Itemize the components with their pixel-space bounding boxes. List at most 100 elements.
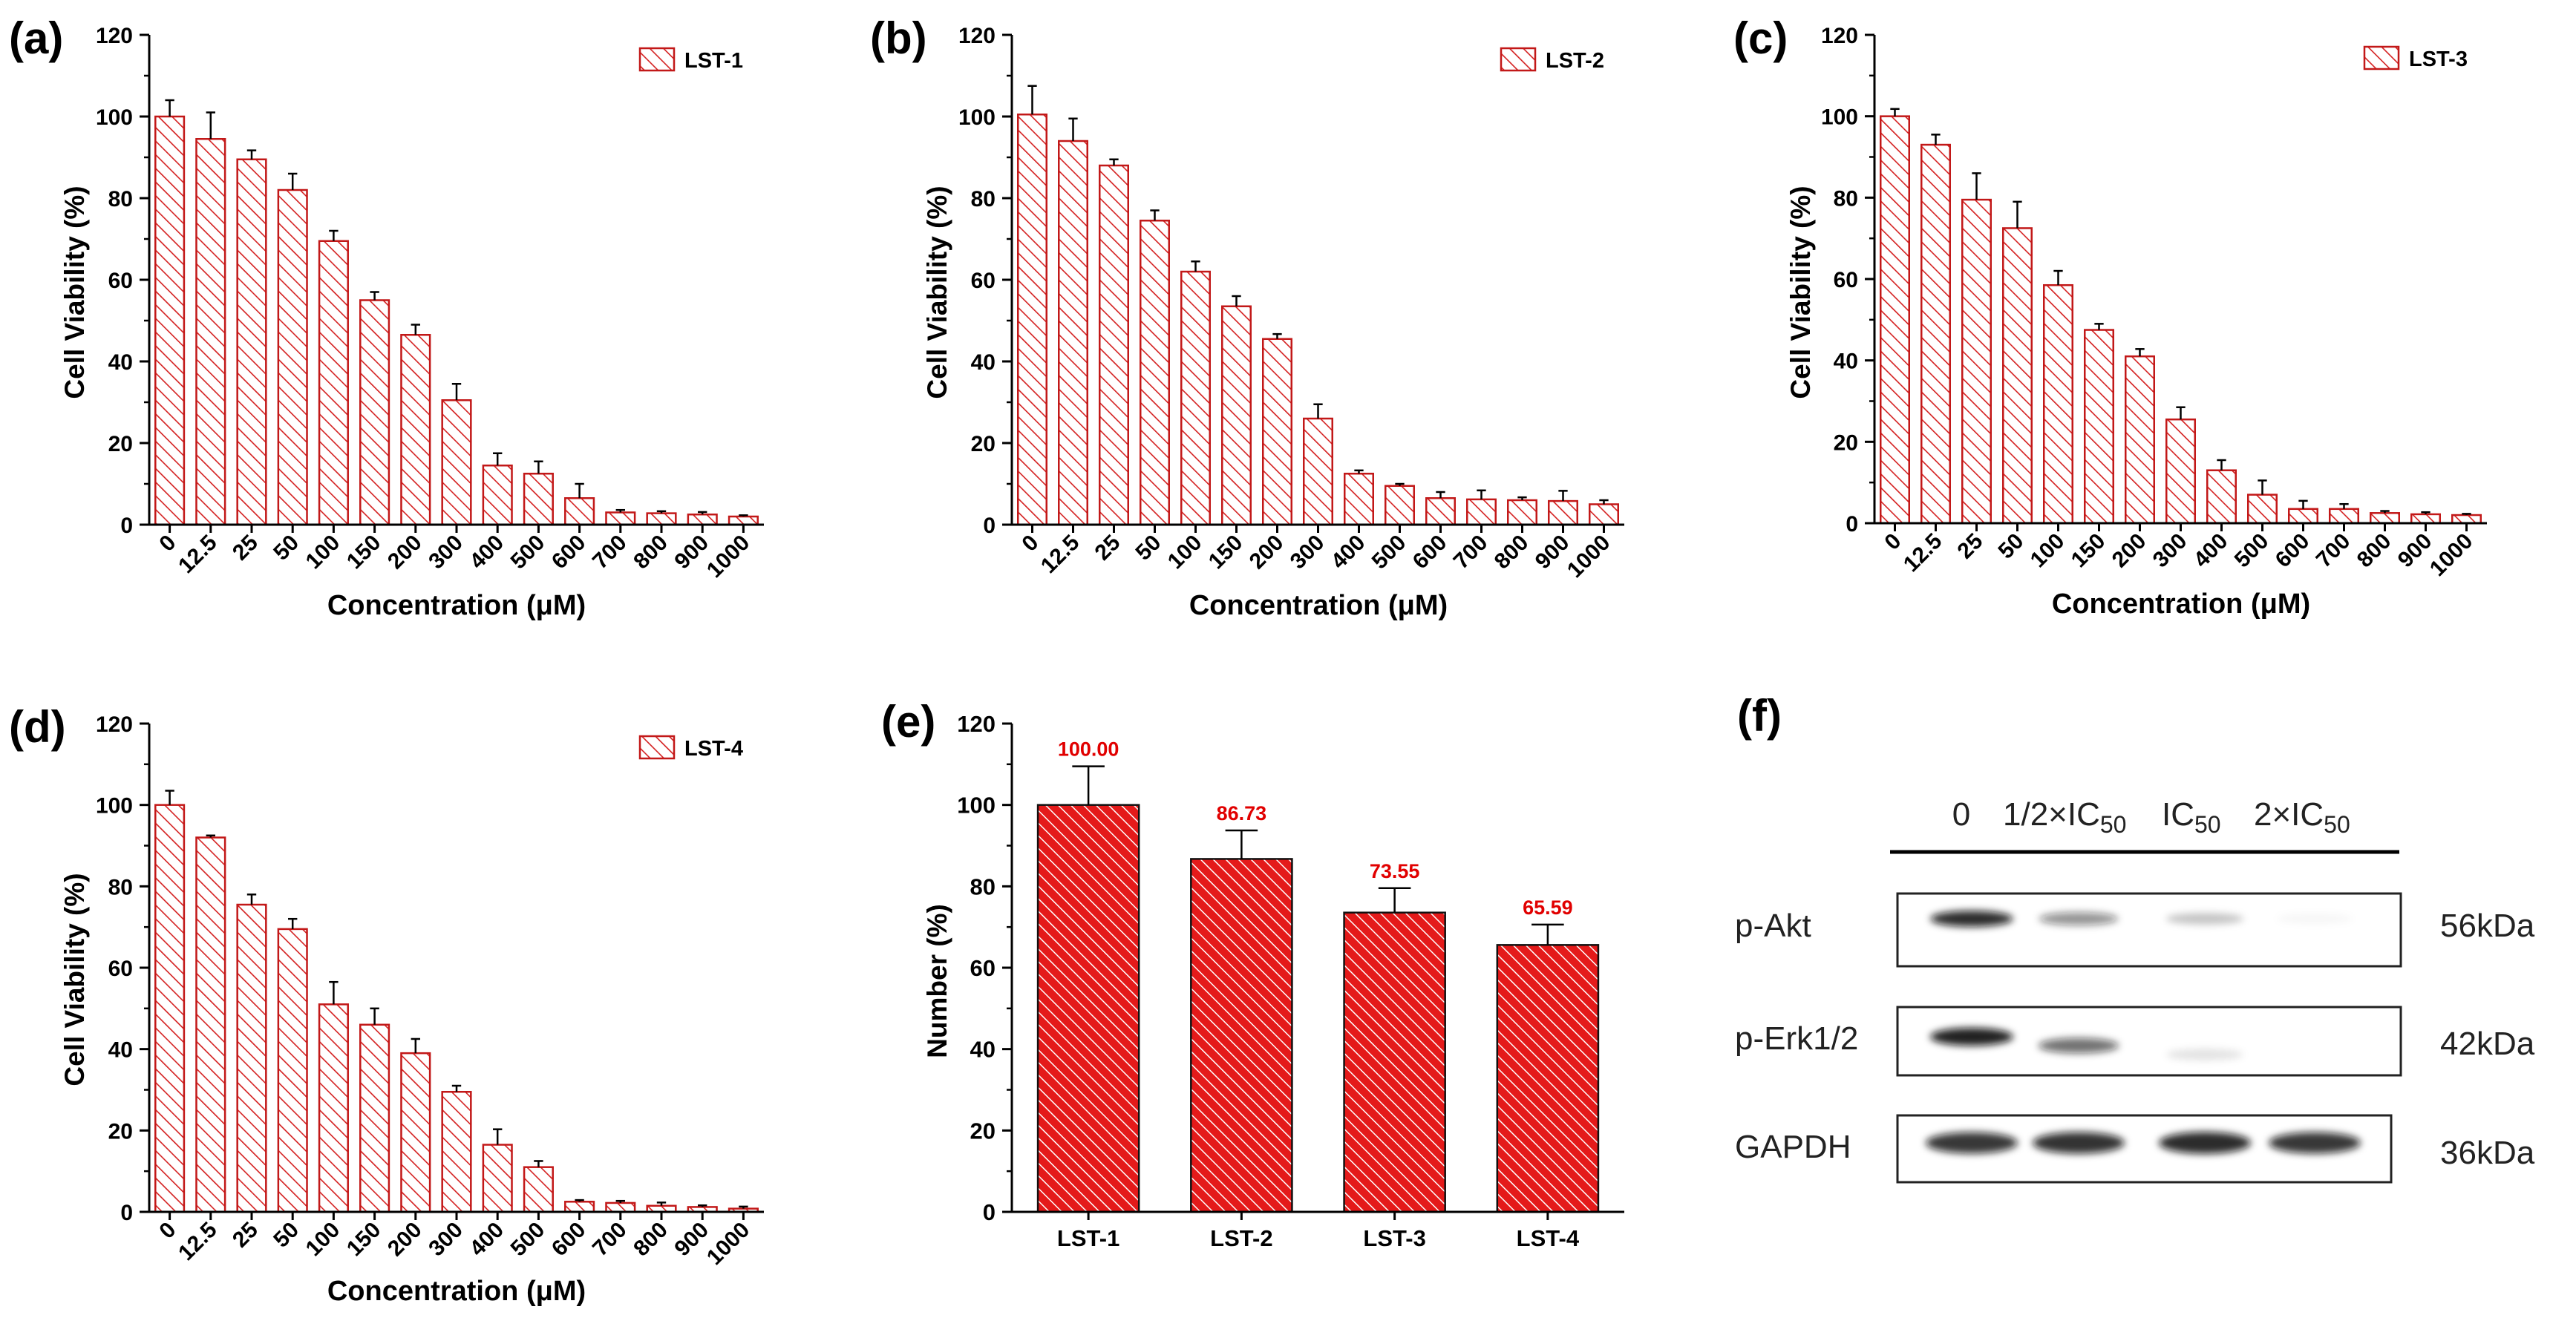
y-tick-label: 0 <box>1846 512 1858 537</box>
y-tick-label: 0 <box>983 514 996 538</box>
blot-band <box>2159 1132 2251 1154</box>
bar <box>1099 164 1129 526</box>
legend-swatch <box>638 735 676 760</box>
y-tick-label: 60 <box>1834 268 1858 292</box>
bar <box>1140 220 1170 526</box>
bar <box>2370 512 2400 525</box>
bar <box>359 1023 390 1213</box>
bar <box>1343 911 1446 1213</box>
legend-label: LST-3 <box>2409 47 2468 71</box>
x-axis-title: Concentration (μM) <box>327 1276 586 1307</box>
chart-panel-b: (b) Cell Viability (%) Concentration (μM… <box>870 13 1624 621</box>
legend-swatch <box>2363 45 2400 71</box>
x-tick-label: 700 <box>2312 529 2356 573</box>
bar <box>2410 513 2441 525</box>
bar <box>1920 143 1951 525</box>
bar <box>1058 140 1088 526</box>
blot-band <box>2165 913 2244 925</box>
y-tick-label: 60 <box>108 957 133 981</box>
bar <box>1425 497 1456 526</box>
bar <box>1548 499 1578 526</box>
x-tick-label: 50 <box>1994 529 2029 564</box>
x-tick-label: 1000 <box>1563 531 1615 583</box>
x-tick-label: LST-3 <box>1363 1225 1425 1251</box>
bar <box>2002 227 2033 525</box>
blot-bands-p-erk <box>1930 1028 2243 1060</box>
y-tick-label: 60 <box>970 955 996 981</box>
bar <box>195 138 226 526</box>
blot-mw-gapdh: 36kDa <box>2440 1135 2535 1171</box>
bar <box>154 804 186 1213</box>
y-tick-label: 120 <box>1821 24 1858 48</box>
x-tick-label: 12.5 <box>1036 531 1085 579</box>
bar <box>236 903 267 1213</box>
y-tick-label: 40 <box>108 1038 133 1063</box>
blot-band <box>1930 911 2013 927</box>
x-tick-label: 200 <box>383 1218 427 1262</box>
x-tick-label: 500 <box>506 1218 550 1262</box>
bar <box>1880 115 1910 525</box>
blot-column-2x-ic50: 2×IC50 <box>2254 796 2350 838</box>
y-tick-label: 80 <box>1834 186 1858 211</box>
bar <box>687 514 718 526</box>
blot-band <box>2033 1132 2125 1154</box>
x-axis-title: Concentration (μM) <box>1189 590 1448 621</box>
bar <box>195 836 226 1213</box>
x-tick-label: LST-4 <box>1517 1225 1580 1251</box>
x-tick-label: 600 <box>1408 531 1452 574</box>
panel-label-c: (c) <box>1733 13 1788 63</box>
blot-band <box>2038 1037 2119 1054</box>
x-tick-label: 0 <box>154 531 180 557</box>
bar <box>400 334 431 526</box>
bar <box>728 515 759 526</box>
x-tick-label: 12.5 <box>1899 529 1947 577</box>
bar <box>2084 329 2114 525</box>
blot-band <box>2039 912 2119 925</box>
blot-column-half-ic50: 1/2×IC50 <box>2003 796 2126 838</box>
bar <box>1589 503 1619 526</box>
bar <box>2043 283 2073 525</box>
y-tick-label: 100 <box>1821 105 1858 130</box>
chart-panel-c: (c) Cell Viability (%) Concentration (μM… <box>1733 13 2487 620</box>
x-tick-label: LST-1 <box>1057 1225 1119 1251</box>
y-tick-label: 20 <box>108 1119 133 1144</box>
bar <box>1961 198 1992 525</box>
x-tick-label: 200 <box>2108 529 2151 573</box>
bar <box>1385 485 1415 526</box>
y-axis-title: Cell Viability (%) <box>59 186 90 399</box>
x-tick-label: 500 <box>2230 529 2274 573</box>
x-tick-label: 1000 <box>2425 529 2478 582</box>
x-tick-label: 100 <box>2026 529 2070 573</box>
y-tick-label: 100 <box>958 105 996 130</box>
bar <box>2329 508 2359 525</box>
y-tick-label: 20 <box>971 432 996 456</box>
y-axis-title: Cell Viability (%) <box>1785 186 1816 399</box>
y-tick-label: 20 <box>108 432 133 456</box>
bar <box>1496 944 1600 1213</box>
bar <box>564 497 595 526</box>
y-tick-label: 100 <box>96 105 133 130</box>
bar <box>482 1144 513 1213</box>
x-tick-label: 500 <box>1367 531 1411 574</box>
y-tick-label: 120 <box>958 24 996 48</box>
x-tick-label: 12.5 <box>174 531 222 579</box>
blot-band <box>2166 1049 2243 1060</box>
x-tick-label: 25 <box>228 1218 263 1253</box>
y-tick-label: 120 <box>96 24 133 48</box>
x-tick-label: 800 <box>629 1218 673 1262</box>
x-tick-label: 800 <box>2353 529 2396 573</box>
bar-value-label: 73.55 <box>1370 860 1420 882</box>
blot-band <box>1930 1028 2013 1046</box>
x-tick-label: 12.5 <box>174 1218 222 1266</box>
y-tick-label: 40 <box>970 1037 996 1063</box>
x-tick-label: 700 <box>588 1218 632 1262</box>
blot-band <box>2277 914 2353 924</box>
chart-panel-a: (a) Cell Viability (%) Concentration (μM… <box>9 13 764 621</box>
bar <box>277 188 308 526</box>
bar <box>523 473 554 526</box>
x-tick-label: 200 <box>1245 531 1289 574</box>
x-tick-label: 300 <box>424 1218 468 1262</box>
x-axis-title: Concentration (μM) <box>327 590 586 621</box>
y-tick-label: 20 <box>1834 430 1858 455</box>
x-tick-label: 300 <box>1286 531 1330 574</box>
